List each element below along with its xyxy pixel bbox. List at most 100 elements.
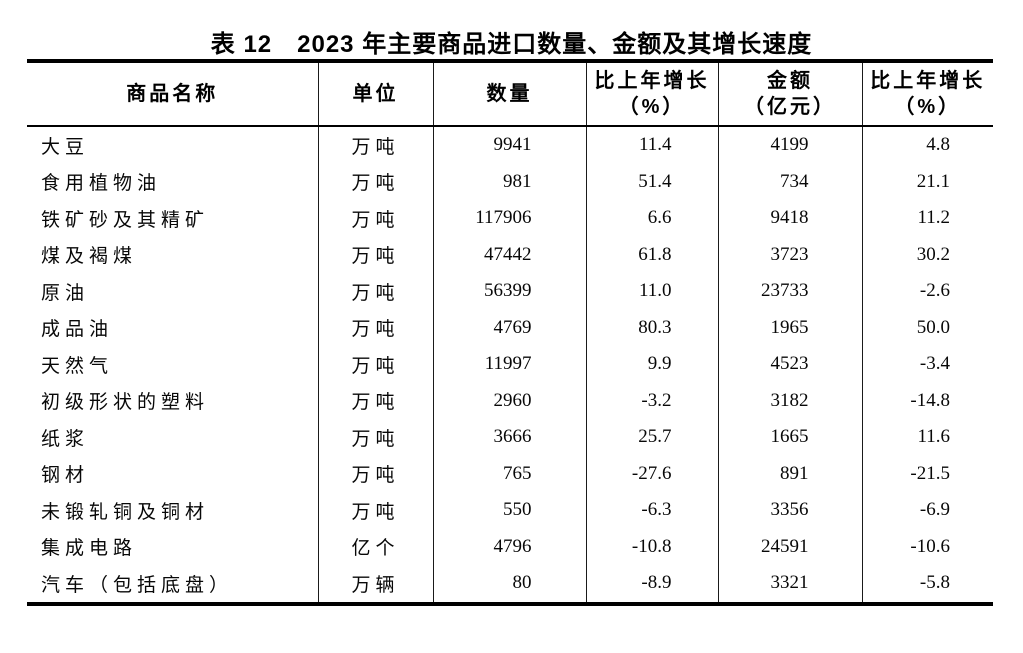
cell-quantity_growth: 61.8 [586, 236, 719, 273]
cell-amount_growth: -2.6 [919, 280, 950, 302]
cell-quantity_growth: 25.7 [586, 419, 719, 456]
cell-name: 原油 [27, 273, 319, 310]
table-row: 集成电路 亿个 4796 -10.8 24591 -10.6 [27, 528, 993, 565]
cell-quantity: 4769 [433, 309, 587, 346]
cell-quantity: 765 [433, 455, 587, 492]
cell-name: 初级形状的塑料 [27, 382, 319, 419]
table-row: 铁矿砂及其精矿 万吨 117906 6.6 9418 11.2 [27, 200, 993, 237]
header-sublabel: （%） [894, 96, 962, 118]
cell-amount_growth: 21.1 [916, 170, 950, 192]
table-row: 原油 万吨 56399 11.0 23733 -2.6 [27, 273, 993, 310]
cell-amount: 4199 [718, 126, 863, 164]
cell-amount: 1965 [718, 309, 863, 346]
cell-quantity_growth: 11.4 [586, 126, 719, 164]
cell-name: 煤及褐煤 [27, 236, 319, 273]
cell-name: 钢材 [27, 455, 319, 492]
table-row: 未锻轧铜及铜材 万吨 550 -6.3 3356 -6.9 [27, 492, 993, 529]
cell-amount_growth: -14.8 [910, 389, 950, 411]
header-cell-amount: 金额 （亿元） [718, 61, 863, 127]
cell-unit: 万吨 [318, 163, 434, 200]
cell-quantity: 80 [433, 565, 587, 604]
cell-quantity: 56399 [433, 273, 587, 310]
header-cell-quantity-growth: 比上年增长 （%） [586, 61, 719, 127]
cell-quantity: 117906 [433, 200, 587, 237]
cell-quantity: 981 [433, 163, 587, 200]
header-sublabel: （亿元） [744, 96, 836, 118]
cell-unit: 万吨 [318, 273, 434, 310]
cell-amount_growth: -5.8 [919, 572, 950, 594]
cell-amount_growth: 30.2 [916, 243, 950, 265]
cell-quantity_growth: -8.9 [586, 565, 719, 604]
header-label: 金额 [767, 70, 813, 92]
cell-name: 食用植物油 [27, 163, 319, 200]
table-row: 汽车（包括底盘） 万辆 80 -8.9 3321 -5.8 [27, 565, 993, 604]
cell-amount: 3723 [718, 236, 863, 273]
cell-name: 铁矿砂及其精矿 [27, 200, 319, 237]
cell-quantity: 550 [433, 492, 587, 529]
cell-amount: 734 [718, 163, 863, 200]
cell-amount: 3182 [718, 382, 863, 419]
cell-name: 汽车（包括底盘） [27, 565, 319, 604]
cell-amount_growth: -6.9 [919, 499, 950, 521]
table-header-row: 商品名称 单位 数量 比上年增长 （%） 金额 （亿元） [27, 61, 993, 127]
cell-unit: 万吨 [318, 126, 434, 164]
cell-unit: 万吨 [318, 419, 434, 456]
cell-amount: 891 [718, 455, 863, 492]
cell-amount: 24591 [718, 528, 863, 565]
cell-unit: 万吨 [318, 492, 434, 529]
table-row: 食用植物油 万吨 981 51.4 734 21.1 [27, 163, 993, 200]
cell-quantity: 47442 [433, 236, 587, 273]
cell-name: 成品油 [27, 309, 319, 346]
cell-name: 天然气 [27, 346, 319, 383]
header-cell-unit: 单位 [318, 61, 434, 127]
header-cell-amount-growth: 比上年增长 （%） [862, 61, 993, 127]
header-label: 商品名称 [126, 83, 219, 105]
import-commodities-table: 商品名称 单位 数量 比上年增长 （%） 金额 （亿元） [27, 59, 993, 606]
cell-quantity_growth: 9.9 [586, 346, 719, 383]
cell-amount_growth: -10.6 [910, 535, 950, 557]
table-row: 钢材 万吨 765 -27.6 891 -21.5 [27, 455, 993, 492]
cell-unit: 万吨 [318, 382, 434, 419]
cell-quantity: 4796 [433, 528, 587, 565]
cell-amount_growth: -3.4 [919, 353, 950, 375]
table-title: 表 12 2023 年主要商品进口数量、金额及其增长速度 [210, 31, 813, 58]
cell-quantity_growth: 11.0 [586, 273, 719, 310]
cell-amount: 1665 [718, 419, 863, 456]
cell-amount: 3356 [718, 492, 863, 529]
header-label: 单位 [352, 83, 399, 105]
cell-amount_growth: 50.0 [916, 316, 950, 338]
cell-amount: 9418 [718, 200, 863, 237]
cell-name: 大豆 [27, 126, 319, 164]
cell-quantity: 3666 [433, 419, 587, 456]
cell-amount_growth: 11.2 [917, 207, 950, 229]
cell-unit: 万吨 [318, 455, 434, 492]
cell-name: 集成电路 [27, 528, 319, 565]
cell-unit: 万吨 [318, 309, 434, 346]
table-header: 商品名称 单位 数量 比上年增长 （%） 金额 （亿元） [27, 61, 993, 127]
cell-name: 纸浆 [27, 419, 319, 456]
cell-amount_growth: -21.5 [910, 462, 950, 484]
cell-unit: 万辆 [318, 565, 434, 604]
header-cell-quantity: 数量 [433, 61, 587, 127]
table-row: 纸浆 万吨 3666 25.7 1665 11.6 [27, 419, 993, 456]
cell-unit: 万吨 [318, 200, 434, 237]
cell-quantity_growth: 80.3 [586, 309, 719, 346]
cell-quantity_growth: -6.3 [586, 492, 719, 529]
cell-quantity_growth: -10.8 [586, 528, 719, 565]
cell-quantity_growth: -3.2 [586, 382, 719, 419]
table-row: 天然气 万吨 11997 9.9 4523 -3.4 [27, 346, 993, 383]
cell-quantity_growth: 6.6 [586, 200, 719, 237]
cell-quantity: 2960 [433, 382, 587, 419]
cell-amount: 4523 [718, 346, 863, 383]
cell-quantity: 11997 [433, 346, 587, 383]
header-label: 数量 [486, 83, 533, 105]
header-cell-name: 商品名称 [27, 61, 319, 127]
table-body: 大豆 万吨 9941 11.4 4199 4.8 食用植物油 万吨 981 51.4 734 21.1… [27, 126, 993, 604]
table-row: 大豆 万吨 9941 11.4 4199 4.8 [27, 126, 993, 164]
cell-amount: 3321 [718, 565, 863, 604]
cell-unit: 万吨 [318, 346, 434, 383]
cell-amount_growth: 11.6 [917, 426, 950, 448]
table-row: 成品油 万吨 4769 80.3 1965 50.0 [27, 309, 993, 346]
cell-unit: 万吨 [318, 236, 434, 273]
